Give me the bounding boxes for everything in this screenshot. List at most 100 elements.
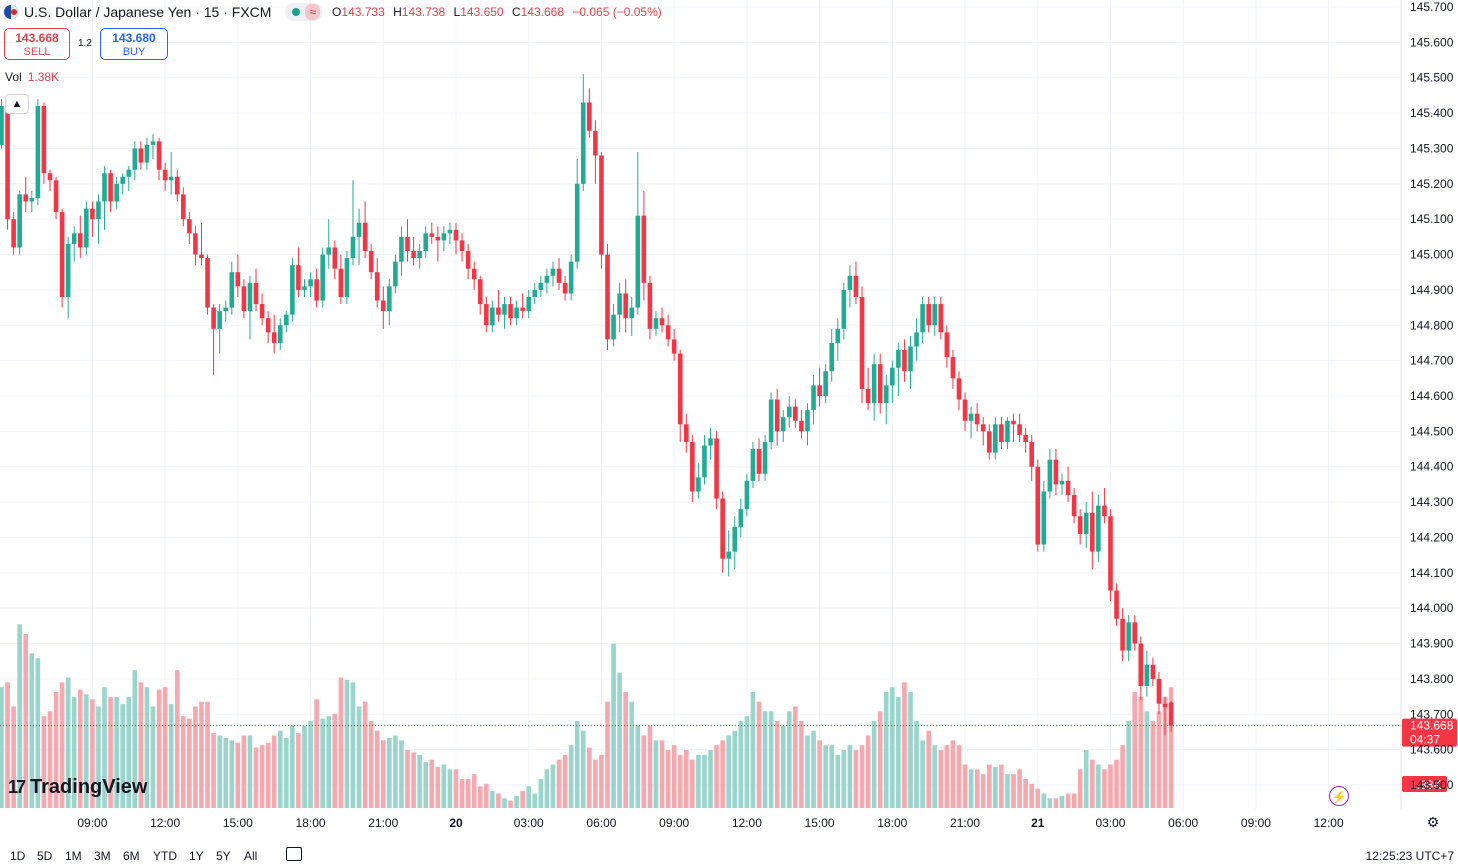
candle-body [1114, 590, 1119, 619]
candle [568, 254, 574, 301]
candle-body [599, 155, 604, 255]
tf-6m[interactable]: 6M [123, 849, 140, 863]
candle [526, 289, 532, 319]
volume-bar [247, 735, 253, 808]
candle [96, 194, 101, 244]
candle [877, 353, 883, 414]
candle [793, 399, 798, 428]
tf-all[interactable]: All [244, 849, 258, 863]
candle-body [362, 222, 368, 252]
candle [465, 243, 471, 280]
volume-bar [1023, 779, 1028, 808]
candle [350, 180, 356, 266]
volume-bar [665, 750, 671, 808]
x-tick-label: 21 [1031, 816, 1045, 830]
tf-5y[interactable]: 5Y [216, 849, 231, 863]
volume-bar [732, 730, 738, 808]
collapse-legend-button[interactable]: ▲ [5, 94, 29, 114]
settings-gear-icon[interactable]: ⚙ [1426, 814, 1440, 830]
volume-bar [1114, 759, 1119, 808]
tradingview-logo[interactable]: 17 TradingView [8, 776, 147, 799]
volume-bar [387, 737, 392, 808]
volume-bar [308, 721, 313, 808]
candle [532, 282, 538, 305]
y-tick-label: 144.400 [1410, 460, 1454, 474]
candle [1041, 480, 1047, 552]
volume-bar [641, 735, 647, 808]
y-tick-label: 145.300 [1410, 141, 1454, 155]
candle [544, 268, 550, 294]
candle [641, 190, 647, 301]
tf-3m[interactable]: 3M [94, 849, 111, 863]
candle-body [986, 431, 992, 453]
volume-bar [532, 793, 538, 808]
candle [1090, 491, 1095, 570]
volume-bar [1005, 774, 1010, 808]
candle [677, 350, 683, 442]
volume-bar [580, 730, 586, 808]
tf-1m[interactable]: 1M [65, 849, 82, 863]
candle-body [793, 406, 798, 421]
volume-bar [356, 706, 362, 808]
tf-1y[interactable]: 1Y [189, 849, 204, 863]
x-tick-label: 09:00 [1241, 816, 1271, 830]
candle [199, 222, 204, 266]
volume-bar [162, 687, 168, 808]
candle-body [326, 247, 332, 255]
candle [508, 296, 513, 326]
candle-body [690, 441, 695, 492]
candle-body [399, 236, 404, 262]
y-tick-label: 144.800 [1410, 318, 1454, 332]
candle [726, 530, 731, 577]
volume-bar [635, 725, 641, 808]
candle [387, 279, 392, 326]
candle-body [944, 332, 950, 358]
volume-bar [11, 706, 16, 808]
candle [635, 151, 641, 315]
candle-body [611, 314, 616, 340]
candle [974, 403, 980, 432]
price-axis: 145.700 145.600 145.500 145.400 145.300 145.2… [1400, 0, 1454, 810]
candle [132, 141, 138, 181]
calendar-range-icon[interactable] [286, 847, 302, 861]
x-tick-label: 12:00 [732, 816, 762, 830]
candle-body [1144, 664, 1150, 686]
candle [429, 222, 435, 244]
buy-button[interactable]: 143.680 BUY [100, 28, 168, 60]
candle [593, 120, 598, 184]
volume-bar [84, 694, 89, 808]
volume-bar [284, 737, 289, 808]
volume-bar [835, 754, 841, 808]
market-status-pill[interactable]: ≈ [285, 3, 323, 21]
candle-body [23, 194, 29, 202]
volume-bar [229, 740, 235, 808]
volume-bar [647, 725, 653, 808]
candle [393, 254, 398, 294]
x-tick-label: 06:00 [1168, 816, 1198, 830]
tf-1d[interactable]: 1D [10, 849, 26, 863]
volume-bar [1150, 721, 1156, 808]
candle-body [411, 251, 416, 259]
candle [805, 403, 810, 446]
volume-bar [653, 740, 659, 808]
symbol-title[interactable]: U.S. Dollar / Japanese Yen · 15 · FXCM [24, 4, 272, 20]
candle [1138, 636, 1144, 701]
candle-body [732, 526, 738, 552]
utc-clock[interactable]: 12:25:23 UTC+7 [1365, 849, 1454, 863]
candle [0, 98, 4, 149]
sell-button[interactable]: 143.668 SELL [4, 28, 70, 60]
lightning-icon[interactable]: ⚡ [1329, 786, 1349, 806]
candle-body [253, 282, 259, 305]
tf-ytd[interactable]: YTD [153, 849, 177, 863]
candle-body [962, 399, 968, 421]
candle [599, 151, 604, 269]
tf-5d[interactable]: 5D [37, 849, 53, 863]
candle-body [1126, 622, 1131, 651]
candle [611, 304, 616, 347]
candle-body [53, 180, 59, 213]
candle [1023, 427, 1028, 453]
candle [356, 208, 362, 266]
candle-body [750, 449, 756, 481]
volume-legend[interactable]: Vol 1.38K [5, 70, 59, 84]
